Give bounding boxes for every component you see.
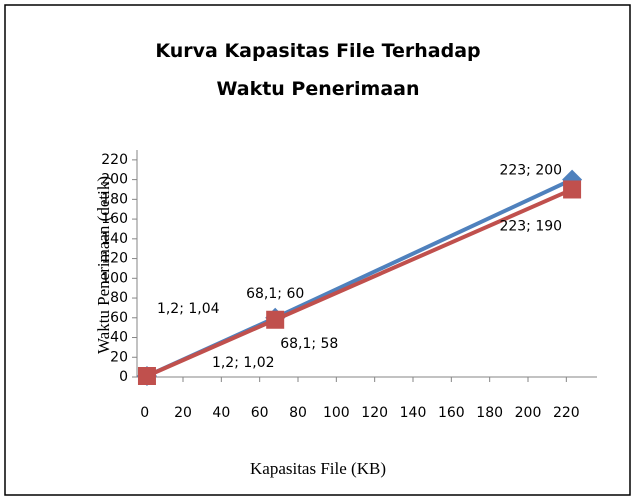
y-tick-label: 60 (110, 310, 128, 326)
x-tick-label: 180 (476, 405, 503, 421)
x-axis-label: Kapasitas File (KB) (250, 459, 386, 478)
marker (266, 310, 285, 329)
x-tick-label: 40 (212, 405, 230, 421)
y-tick-label: 160 (101, 211, 128, 227)
marker (563, 180, 582, 199)
y-tick-label: 180 (101, 191, 128, 207)
chart-title: Kurva Kapasitas File Terhadap Waktu Pene… (155, 40, 481, 100)
y-tick-label: 20 (110, 349, 128, 365)
marker (137, 366, 156, 385)
x-tick-label: 160 (438, 405, 465, 421)
y-tick-label: 100 (101, 270, 128, 286)
y-tick-label: 0 (119, 369, 128, 385)
data-label: 1,2; 1,04 (157, 301, 220, 317)
y-tick-label: 140 (101, 231, 128, 247)
y-tick-label: 220 (101, 152, 128, 168)
data-label: 68,1; 58 (280, 336, 338, 352)
y-tick-label: 40 (110, 330, 128, 346)
x-tick-label: 200 (515, 405, 542, 421)
x-tick-label: 20 (174, 405, 192, 421)
y-axis-label: Waktu Penerimaan (detik) (94, 176, 113, 354)
x-tick-label: 80 (289, 405, 307, 421)
x-tick-label: 140 (400, 405, 427, 421)
x-tick-label: 0 (140, 405, 149, 421)
data-label: 223; 190 (499, 218, 562, 234)
data-label: 68,1; 60 (246, 286, 304, 302)
y-tick-label: 200 (101, 172, 128, 188)
y-tick-label: 80 (110, 290, 128, 306)
data-label: 223; 200 (499, 163, 562, 179)
data-label: 1,2; 1,02 (212, 355, 275, 371)
x-tick-label: 120 (361, 405, 388, 421)
x-tick-label: 60 (251, 405, 269, 421)
x-tick-label: 220 (553, 405, 580, 421)
y-tick-label: 120 (101, 251, 128, 267)
chart-border (4, 4, 631, 496)
x-tick-label: 100 (323, 405, 350, 421)
